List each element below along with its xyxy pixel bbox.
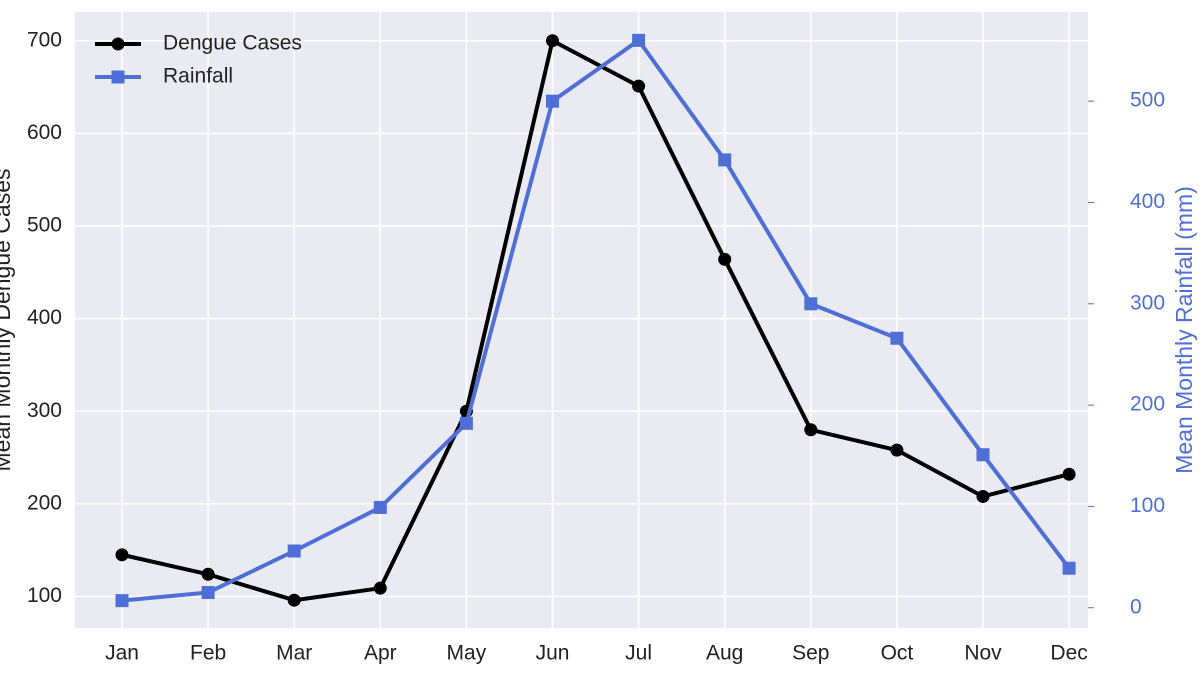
y-tick-label: 100 [27, 584, 62, 607]
y2-tick-label: 300 [1130, 291, 1165, 314]
point [890, 443, 904, 457]
y-tick-label: 400 [27, 306, 62, 329]
point [287, 544, 301, 558]
legend-label: Dengue Cases [163, 32, 302, 55]
y2-tick-label: 500 [1130, 89, 1165, 112]
y2-axis-label: Mean Monthly Rainfall (mm) [1171, 186, 1197, 474]
point [115, 548, 129, 562]
series-line [121, 38, 1071, 603]
point [976, 448, 990, 462]
x-tick-label: Sep [792, 642, 829, 665]
point [546, 94, 559, 108]
point [718, 153, 732, 167]
point [976, 489, 990, 503]
y-tick-label: 500 [27, 214, 62, 237]
x-tick-label: Jan [105, 642, 139, 665]
x-tick-label: Aug [706, 642, 743, 665]
y-axis-label: Mean Monthly Dengue Cases [0, 169, 15, 472]
point [890, 331, 904, 345]
x-tick-label: Dec [1050, 642, 1087, 665]
point [804, 297, 818, 311]
point [718, 252, 732, 266]
x-tick-label: Feb [190, 642, 226, 665]
y-tick-label: 700 [27, 28, 62, 51]
point [1062, 561, 1076, 575]
series-line [121, 38, 1070, 603]
x-tick-label: Mar [276, 642, 312, 665]
point [201, 586, 215, 600]
y2-tick-label: 100 [1130, 494, 1165, 517]
point [115, 594, 129, 608]
point [804, 423, 818, 437]
point [632, 79, 646, 93]
point [373, 581, 387, 595]
point [1062, 467, 1076, 481]
y-tick-label: 300 [27, 399, 62, 422]
legend-label: Rainfall [163, 65, 233, 88]
legend-marker [111, 37, 125, 51]
y2-tick-label: 400 [1130, 190, 1165, 213]
x-tick-label: Apr [364, 642, 397, 665]
x-tick-label: Nov [964, 642, 1002, 665]
point [373, 500, 387, 514]
legend-marker [111, 70, 125, 84]
x-tick-label: Jul [625, 642, 652, 665]
y2-tick-label: 0 [1130, 595, 1142, 618]
point [459, 416, 473, 430]
point [546, 34, 559, 48]
point [201, 567, 215, 581]
x-tick-label: Oct [881, 642, 914, 665]
point [632, 33, 646, 47]
y-tick-label: 200 [27, 491, 62, 514]
y2-tick-label: 200 [1130, 393, 1165, 416]
x-tick-label: Jun [536, 642, 570, 665]
y-tick-label: 600 [27, 121, 62, 144]
point [287, 593, 301, 607]
x-tick-label: May [447, 642, 487, 665]
plot-area [75, 12, 1088, 628]
